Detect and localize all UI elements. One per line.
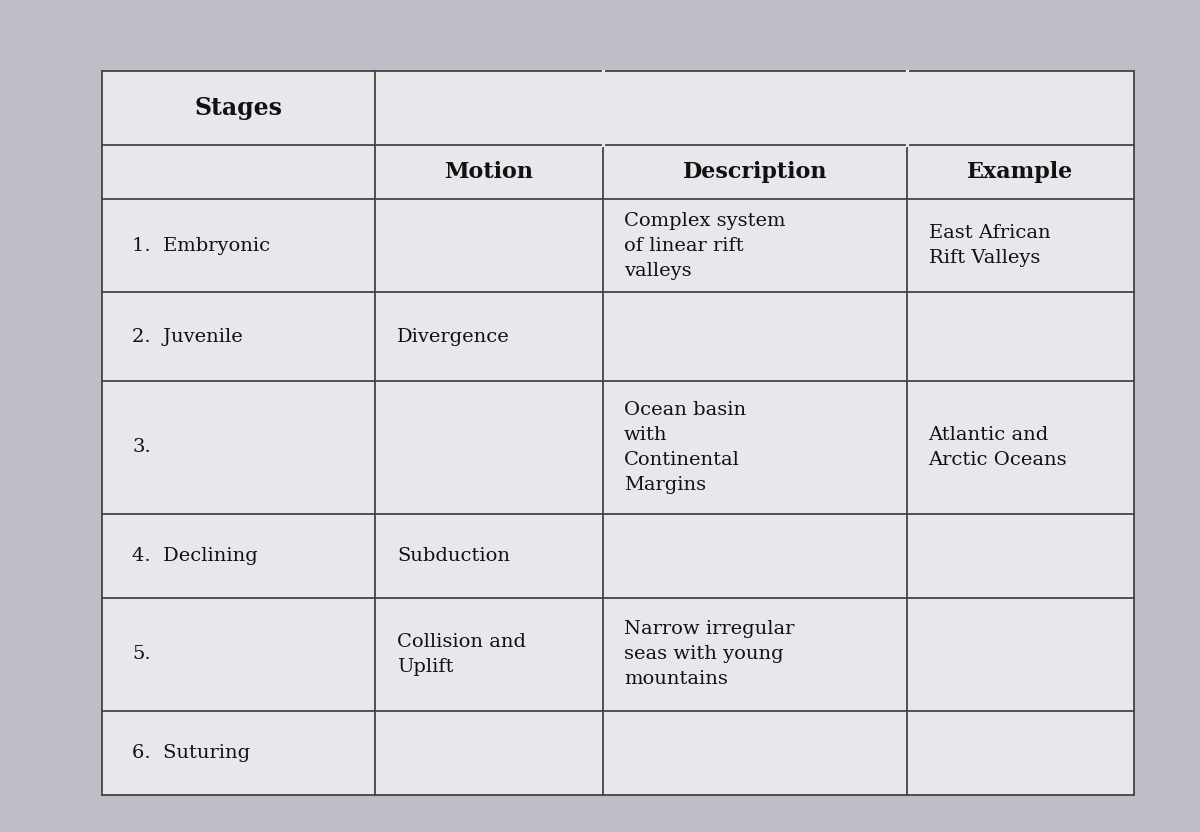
Text: 5.: 5. [132,646,151,663]
Text: Divergence: Divergence [397,328,510,345]
Text: East African
Rift Valleys: East African Rift Valleys [929,224,1050,267]
Text: 2.  Juvenile: 2. Juvenile [132,328,242,345]
Text: Subduction: Subduction [397,547,510,565]
Text: Collision and
Uplift: Collision and Uplift [397,632,526,676]
Text: Motion: Motion [444,161,534,183]
Text: Complex system
of linear rift
valleys: Complex system of linear rift valleys [624,211,786,280]
Text: Example: Example [967,161,1074,183]
Bar [102,71,1134,795]
Text: Atlantic and
Arctic Oceans: Atlantic and Arctic Oceans [929,426,1067,469]
Text: 6.  Suturing: 6. Suturing [132,744,250,762]
Text: Stages: Stages [194,96,283,120]
Text: 3.: 3. [132,438,151,457]
Text: 1.  Embryonic: 1. Embryonic [132,236,270,255]
Text: 4.  Declining: 4. Declining [132,547,258,565]
Text: Description: Description [683,161,827,183]
Text: Narrow irregular
seas with young
mountains: Narrow irregular seas with young mountai… [624,620,794,688]
Text: Ocean basin
with
Continental
Margins: Ocean basin with Continental Margins [624,401,746,494]
